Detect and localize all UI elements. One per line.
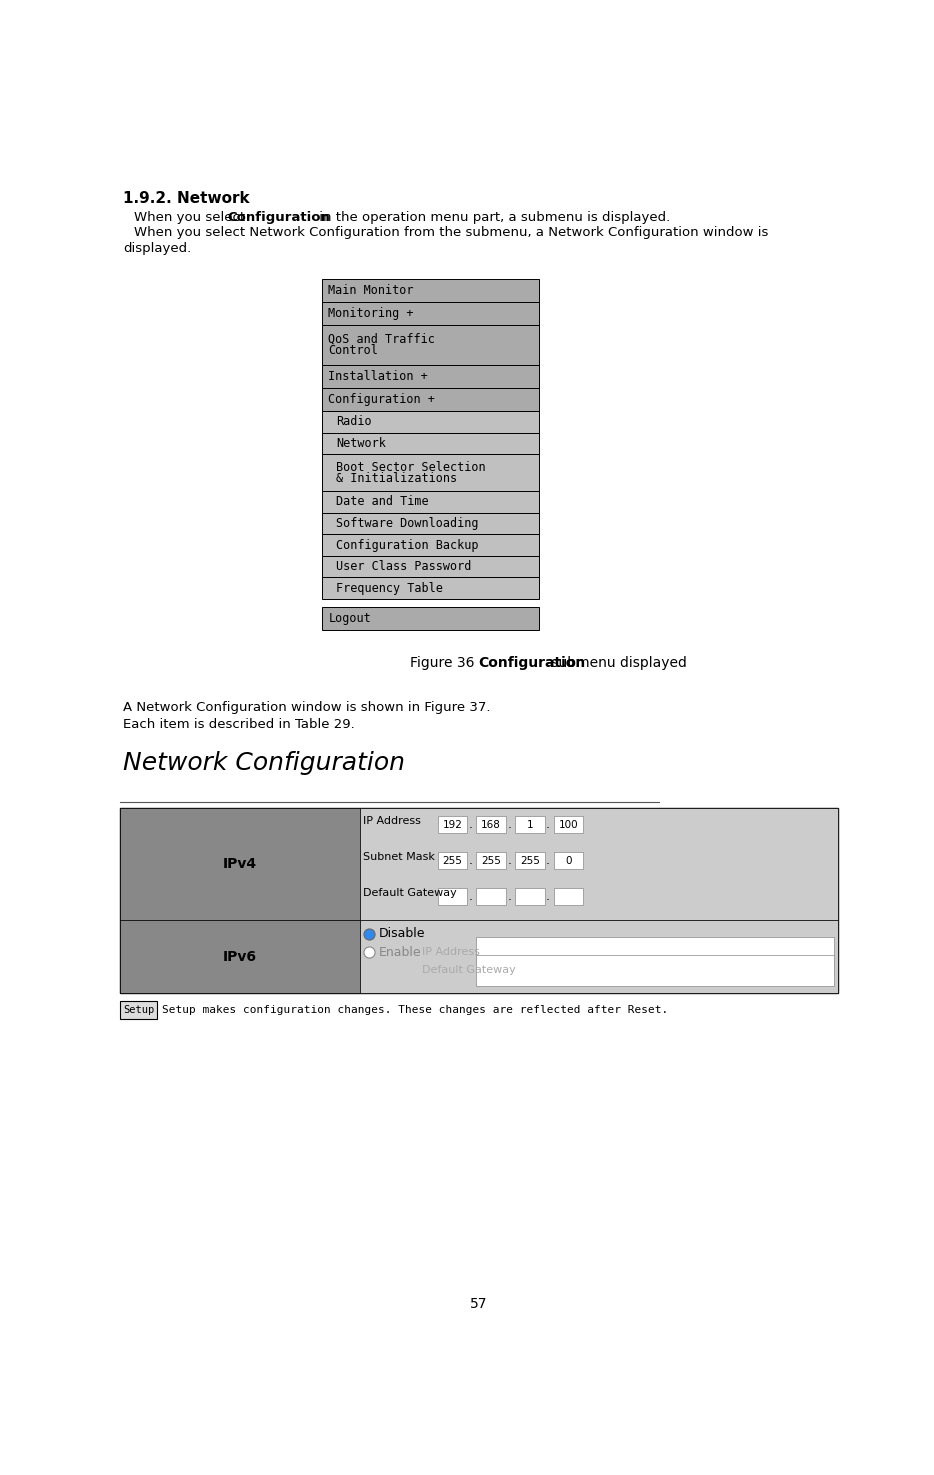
Bar <box>322 491 539 513</box>
Bar <box>476 937 834 968</box>
Bar <box>120 1002 157 1019</box>
Text: Network Configuration: Network Configuration <box>123 751 405 774</box>
Text: & Initializations: & Initializations <box>336 472 458 485</box>
Text: Configuration Backup: Configuration Backup <box>336 538 478 552</box>
Text: .: . <box>546 854 550 867</box>
Bar <box>322 577 539 599</box>
Bar <box>515 888 545 906</box>
Text: Setup makes configuration changes. These changes are reflected after Reset.: Setup makes configuration changes. These… <box>162 1004 668 1015</box>
Text: Configuration +: Configuration + <box>329 392 435 406</box>
Text: Software Downloading: Software Downloading <box>336 518 478 530</box>
Text: .: . <box>546 891 550 904</box>
Bar <box>120 920 361 993</box>
Bar <box>322 412 539 432</box>
Text: in the operation menu part, a submenu is displayed.: in the operation menu part, a submenu is… <box>315 211 671 224</box>
Text: 100: 100 <box>559 820 578 829</box>
Bar <box>476 954 834 985</box>
Bar <box>120 808 361 920</box>
Text: Figure 36: Figure 36 <box>410 656 479 670</box>
Text: 255: 255 <box>481 855 501 866</box>
Text: 192: 192 <box>443 820 462 829</box>
Text: .: . <box>469 854 473 867</box>
Text: Subnet Mask: Subnet Mask <box>363 853 435 863</box>
Text: User Class Password: User Class Password <box>336 560 472 574</box>
Text: Default Gateway: Default Gateway <box>422 965 516 975</box>
Bar <box>322 513 539 534</box>
Text: 1.9.2. Network: 1.9.2. Network <box>123 190 249 207</box>
Bar <box>322 302 539 324</box>
Bar <box>554 816 584 833</box>
Bar <box>322 606 539 630</box>
Text: IP Address: IP Address <box>422 947 480 957</box>
Text: .: . <box>469 891 473 904</box>
Text: 0: 0 <box>565 855 572 866</box>
Text: Main Monitor: Main Monitor <box>329 283 414 296</box>
Bar <box>554 888 584 906</box>
Bar <box>438 888 467 906</box>
Bar <box>438 853 467 869</box>
Text: Default Gateway: Default Gateway <box>363 888 457 898</box>
Bar <box>322 534 539 556</box>
Text: A Network Configuration window is shown in Figure 37.: A Network Configuration window is shown … <box>123 701 490 714</box>
Text: Logout: Logout <box>329 612 371 625</box>
Text: .: . <box>546 819 550 830</box>
Text: 168: 168 <box>481 820 501 829</box>
Text: .: . <box>469 819 473 830</box>
Text: Radio: Radio <box>336 416 372 428</box>
Text: 1: 1 <box>527 820 533 829</box>
Text: displayed.: displayed. <box>123 242 191 255</box>
Text: 57: 57 <box>470 1298 488 1311</box>
Text: Boot Sector Selection: Boot Sector Selection <box>336 460 486 473</box>
Text: .: . <box>507 891 511 904</box>
Bar <box>322 454 539 491</box>
Bar <box>515 816 545 833</box>
Text: When you select Network Configuration from the submenu, a Network Configuration : When you select Network Configuration fr… <box>134 226 768 239</box>
Text: IP Address: IP Address <box>363 816 421 826</box>
Text: Frequency Table: Frequency Table <box>336 581 443 594</box>
Text: IPv6: IPv6 <box>223 950 257 963</box>
Bar <box>554 853 584 869</box>
Bar <box>322 388 539 412</box>
Bar <box>476 853 506 869</box>
Text: Monitoring +: Monitoring + <box>329 307 414 320</box>
Text: Configuration: Configuration <box>479 656 586 670</box>
Text: 255: 255 <box>520 855 540 866</box>
Bar <box>322 364 539 388</box>
Text: .: . <box>507 819 511 830</box>
Bar <box>322 324 539 364</box>
Text: When you select: When you select <box>134 211 249 224</box>
Text: 255: 255 <box>443 855 462 866</box>
Bar <box>515 853 545 869</box>
Text: Each item is described in Table 29.: Each item is described in Table 29. <box>123 718 355 732</box>
Bar <box>476 888 506 906</box>
Bar <box>476 816 506 833</box>
Bar <box>322 432 539 454</box>
Text: Disable: Disable <box>378 928 425 941</box>
Bar <box>322 279 539 302</box>
Bar <box>120 808 838 993</box>
Text: Control: Control <box>329 344 378 357</box>
Text: .: . <box>507 854 511 867</box>
Bar <box>438 816 467 833</box>
Text: IPv4: IPv4 <box>223 857 257 872</box>
Text: Date and Time: Date and Time <box>336 496 429 509</box>
Text: Enable: Enable <box>378 945 421 959</box>
Bar <box>361 808 838 920</box>
Bar <box>361 920 838 993</box>
Text: submenu displayed: submenu displayed <box>547 656 686 670</box>
Text: Configuration: Configuration <box>228 211 331 224</box>
Bar <box>322 556 539 577</box>
Text: Installation +: Installation + <box>329 370 428 384</box>
Text: Network: Network <box>336 437 386 450</box>
Text: Setup: Setup <box>123 1004 154 1015</box>
Text: QoS and Traffic: QoS and Traffic <box>329 332 435 345</box>
